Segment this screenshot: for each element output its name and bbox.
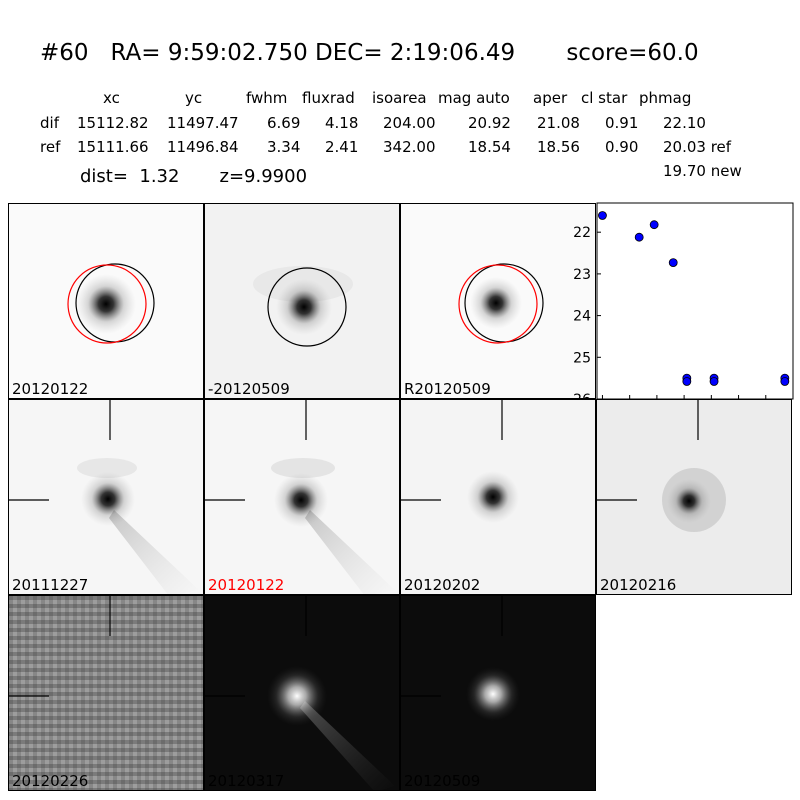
- stamp-date-label: 20120226: [12, 772, 89, 790]
- stamp-date-label: R20120509: [404, 380, 491, 398]
- dif-xc: 15112.82: [77, 114, 149, 132]
- ref-aper: 18.56: [537, 138, 580, 156]
- row-label-dif: dif: [40, 114, 59, 132]
- source-blob: [467, 471, 519, 523]
- stamp-date-label: 20120317: [208, 772, 285, 790]
- source-blob: [81, 472, 135, 526]
- col-header-cl-star: cl star: [581, 89, 628, 107]
- stamp-panel: 20111227: [8, 399, 204, 595]
- col-header-phmag: phmag: [639, 89, 692, 107]
- col-header-isoarea: isoarea: [372, 89, 427, 107]
- col-header-fluxrad: fluxrad: [302, 89, 355, 107]
- dif-mag-auto: 20.92: [468, 114, 511, 132]
- dif-isoarea: 204.00: [383, 114, 436, 132]
- source-blob: [466, 667, 520, 721]
- dif-fluxrad: 4.18: [325, 114, 359, 132]
- stamp-date-label: 20111227: [12, 576, 89, 594]
- dif-phmag: 22.10: [663, 114, 706, 132]
- source-blob: [276, 279, 332, 335]
- stamp-panel: 20120216: [596, 399, 792, 595]
- source-blob: [470, 277, 522, 329]
- stamp-panel: 20120202: [400, 399, 596, 595]
- stamp-date-label: 20120216: [600, 576, 677, 594]
- plot-frame: [596, 202, 794, 400]
- col-header-fwhm: fwhm: [246, 89, 288, 107]
- ref-isoarea: 342.00: [383, 138, 436, 156]
- stamp-panel: 20120122: [204, 399, 400, 595]
- ref-phmag: 20.03 ref: [663, 138, 732, 156]
- stamp-date-label: 20120509: [404, 772, 481, 790]
- stamp-panel: -20120509: [204, 203, 400, 399]
- stamp-panel: 20120122: [8, 203, 204, 399]
- dif-cl-star: 0.91: [605, 114, 639, 132]
- ref-fwhm: 3.34: [267, 138, 301, 156]
- light-curve-plot: 0204060801001202223242526: [573, 202, 794, 419]
- dif-yc: 11497.47: [167, 114, 239, 132]
- stamp-date-label: 20120122: [208, 576, 285, 594]
- stamp-panel: 20120317: [204, 595, 400, 791]
- data-point: [634, 232, 644, 242]
- dif-aperture-circle: [458, 264, 538, 344]
- data-point: [649, 220, 659, 230]
- source-blob: [76, 274, 136, 334]
- col-header-xc: xc: [103, 89, 120, 107]
- ref-xc: 15111.66: [77, 138, 149, 156]
- y-tick-label: 23: [573, 267, 591, 283]
- row-label-ref: ref: [40, 138, 61, 156]
- new-mag: 19.70 new: [663, 162, 742, 180]
- stamp-panel: R20120509: [400, 203, 596, 399]
- col-header-aper: aper: [533, 89, 568, 107]
- stamp-date-label: 20120202: [404, 576, 481, 594]
- dif-aper: 21.08: [537, 114, 580, 132]
- dif-fwhm: 6.69: [267, 114, 301, 132]
- ref-fluxrad: 2.41: [325, 138, 359, 156]
- stamp-date-label: -20120509: [208, 380, 290, 398]
- ref-aperture-circle: [267, 267, 347, 347]
- y-tick-label: 25: [573, 350, 591, 366]
- ref-mag-auto: 18.54: [468, 138, 511, 156]
- col-header-mag-auto: mag auto: [438, 89, 510, 107]
- stamp-date-label: 20120122: [12, 380, 89, 398]
- ref-yc: 11496.84: [167, 138, 239, 156]
- source-blob: [267, 666, 327, 726]
- stamp-panel: 20120226: [8, 595, 204, 791]
- ref-cl-star: 0.90: [605, 138, 639, 156]
- data-point: [780, 377, 790, 386]
- candidate-title: #60 RA= 9:59:02.750 DEC= 2:19:06.49 scor…: [40, 40, 699, 66]
- y-tick-label: 24: [573, 309, 591, 325]
- y-tick-label: 22: [573, 225, 591, 241]
- data-point: [709, 377, 719, 386]
- source-blob: [667, 479, 711, 523]
- distance-redshift: dist= 1.32 z=9.9900: [80, 166, 308, 187]
- stamp-panel: 20120509: [400, 595, 596, 791]
- data-point: [598, 211, 607, 220]
- dif-aperture-circle: [67, 264, 147, 344]
- data-point: [668, 258, 678, 268]
- data-point: [682, 377, 692, 386]
- col-header-yc: yc: [185, 89, 203, 107]
- source-blob: [274, 473, 328, 527]
